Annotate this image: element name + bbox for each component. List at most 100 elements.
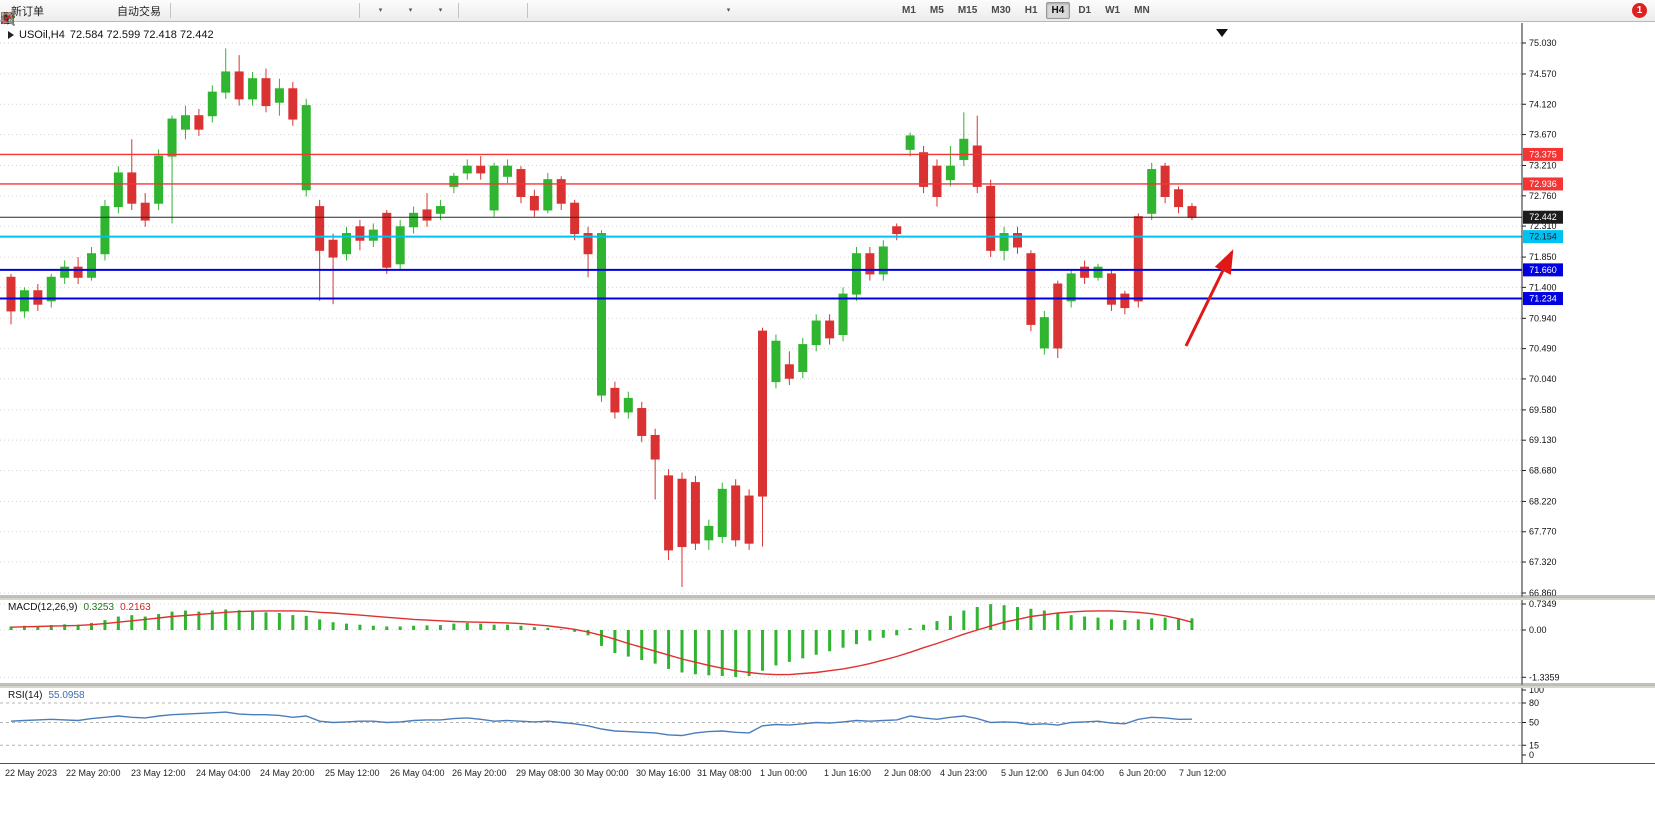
candle-body — [1093, 266, 1103, 278]
rsi-panel-canvas[interactable]: 100 80 50 150 — [0, 688, 1655, 763]
fibonacci-tool-button[interactable] — [1, 1, 681, 23]
price-axis-label: 67.320 — [1529, 557, 1557, 567]
timeframe-button-m1[interactable]: M1 — [902, 5, 916, 16]
auto-trading-button[interactable]: 自动交易 — [1, 1, 165, 23]
time-label: 26 May 04:00 — [390, 768, 445, 778]
candle-body — [784, 364, 794, 379]
cursor-tool-button[interactable] — [4, 1, 492, 24]
price-axis-label: 73.210 — [1529, 161, 1557, 171]
crosshair-tool-button[interactable] — [1, 1, 522, 24]
price-chart-canvas[interactable]: 75.030 74.570 74.120 73.670 73.210 72.760 72.3… — [0, 23, 1655, 597]
time-label: 30 May 16:00 — [636, 768, 691, 778]
candle-body — [503, 165, 513, 177]
candle-body — [905, 135, 915, 150]
chart-header: USOil,H4 72.584 72.599 72.418 72.442 — [8, 29, 214, 41]
panel-splitter[interactable] — [0, 685, 1655, 688]
price-tag — [1523, 230, 1563, 244]
line-chart-mode-button[interactable] — [0, 1, 264, 21]
candle-body — [999, 233, 1009, 251]
zoom-in-button[interactable] — [1, 1, 294, 25]
trendline-tool-button[interactable] — [1, 1, 621, 24]
bar-chart-mode-button[interactable] — [1, 1, 204, 23]
candle-body — [73, 266, 83, 278]
price-tag-label: 73.375 — [1529, 149, 1557, 159]
tile-windows-button[interactable] — [1, 1, 354, 24]
candle-body — [315, 206, 325, 251]
candle-body — [221, 71, 231, 93]
timeframe-button-m30[interactable]: M30 — [991, 5, 1011, 16]
candle-body — [462, 165, 472, 174]
candle-body — [167, 118, 177, 157]
one-click-trading-icon[interactable] — [8, 31, 14, 39]
candle-chart-mode-button[interactable] — [2, 1, 234, 24]
time-label: 2 Jun 08:00 — [884, 768, 932, 778]
timeframe-button-m5[interactable]: M5 — [929, 5, 944, 16]
time-axis[interactable]: 22 May 2023 22 May 20:00 23 May 12:00 24 Ma… — [0, 763, 1655, 783]
indicators-button[interactable]: ▾ — [1, 1, 393, 23]
candle-body — [1066, 273, 1076, 302]
time-label: 1 Jun 16:00 — [824, 768, 872, 778]
time-label: 24 May 04:00 — [196, 768, 251, 778]
candle-body — [529, 195, 539, 211]
macd-label-row: MACD(12,26,9) 0.3253 0.2163 — [8, 602, 151, 613]
candle-body — [194, 115, 204, 130]
price-axis-label: 75.030 — [1529, 38, 1557, 48]
dropdown-caret-icon: ▾ — [726, 7, 731, 14]
vertical-line-tool-button[interactable] — [5, 1, 561, 24]
candle-body — [1120, 293, 1130, 309]
candle-body — [46, 276, 56, 302]
time-label: 22 May 20:00 — [66, 768, 121, 778]
toolbar-separator — [359, 3, 360, 18]
macd-name: MACD(12,26,9) — [8, 602, 78, 613]
timeframe-button-d1[interactable]: D1 — [1078, 5, 1092, 16]
data-window-button[interactable] — [1, 1, 108, 24]
time-label: 23 May 12:00 — [131, 768, 186, 778]
candle-body — [704, 525, 714, 541]
candle-body — [274, 88, 284, 103]
candle-body — [865, 253, 875, 275]
candle-body — [959, 138, 969, 160]
channel-tool-button[interactable] — [0, 1, 651, 24]
templates-button[interactable]: ▾ — [1, 1, 453, 24]
horizontal-line-tool-button[interactable] — [1, 1, 591, 21]
text-tool-button[interactable]: A — [2, 1, 711, 25]
candle-body — [690, 482, 700, 544]
dropdown-caret-icon: ▾ — [408, 7, 413, 14]
candle-body — [33, 290, 43, 305]
candle-body — [664, 475, 674, 551]
timeframe-button-h1[interactable]: H1 — [1024, 5, 1038, 16]
candle-body — [892, 226, 902, 235]
periods-button[interactable]: ▾ — [1, 1, 423, 24]
candle-body — [543, 179, 553, 211]
price-axis-label: 71.850 — [1529, 252, 1557, 262]
candle-body — [919, 152, 929, 187]
market-watch-button[interactable] — [1, 1, 78, 23]
toolbar-separator — [527, 3, 528, 18]
time-label: 26 May 20:00 — [452, 768, 507, 778]
candle-body — [623, 397, 633, 413]
price-tag — [1523, 210, 1563, 224]
candle-body — [382, 212, 392, 268]
timeframe-button-h4[interactable]: H4 — [1045, 2, 1071, 19]
rsi-axis-label: 100 — [1529, 688, 1544, 695]
candle-body — [207, 91, 217, 117]
price-tag — [1523, 292, 1563, 306]
zoom-out-button[interactable] — [1, 1, 324, 25]
candle-body — [878, 246, 888, 275]
notification-badge[interactable]: 1 — [1632, 3, 1647, 18]
candle-body — [301, 105, 311, 191]
timeframe-button-w1[interactable]: W1 — [1105, 5, 1121, 16]
macd-panel-canvas[interactable]: 0.7349 0.00 -1.3359 — [0, 600, 1655, 685]
timeframe-button-m15[interactable]: M15 — [957, 5, 978, 16]
candle-body — [1133, 216, 1143, 302]
timeframe-button-mn[interactable]: MN — [1134, 5, 1150, 16]
panel-splitter[interactable] — [0, 597, 1655, 600]
toolbar-right-group: 1 — [1, 3, 1651, 26]
candle-body — [19, 290, 29, 312]
price-tag-label: 72.154 — [1529, 232, 1557, 242]
time-label: 31 May 08:00 — [697, 768, 752, 778]
price-axis-label: 69.580 — [1529, 405, 1557, 415]
candle-body — [798, 344, 808, 373]
price-axis-label: 70.490 — [1529, 344, 1557, 354]
arrows-tool-button[interactable]: ▾ — [2, 1, 741, 23]
